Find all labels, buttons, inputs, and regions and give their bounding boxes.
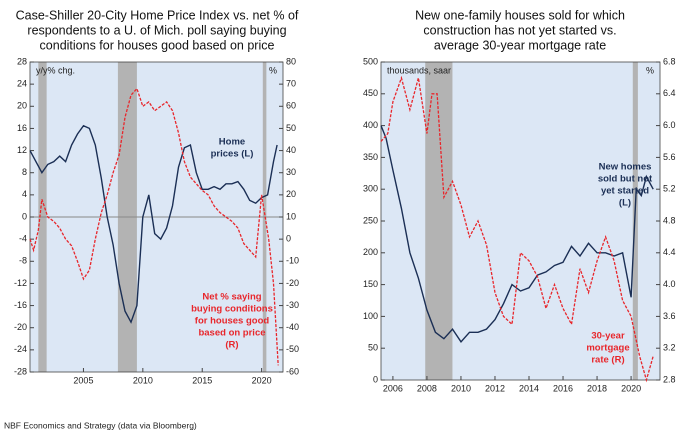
y2-tick-label: -10 — [286, 256, 299, 266]
y2-tick-label: 40 — [286, 145, 296, 155]
y-tick-label: 150 — [363, 279, 378, 289]
y2-tick-label: 10 — [286, 211, 296, 221]
y2-tick-label: -30 — [286, 300, 299, 310]
y-tick-label: 50 — [368, 343, 378, 353]
x-tick-label: 2020 — [252, 375, 272, 385]
series-annotation: for houses good — [195, 316, 270, 327]
x-tick-label: 2020 — [621, 383, 641, 393]
y2-tick-label: 3.6 — [663, 311, 676, 321]
y2-axis-label: % — [646, 65, 654, 75]
y-tick-label: 0 — [373, 374, 378, 384]
y2-tick-label: 0 — [286, 234, 291, 244]
y2-tick-label: -40 — [286, 322, 299, 332]
series-line — [380, 125, 654, 343]
x-tick-label: 2006 — [383, 383, 403, 393]
y-tick-label: -8 — [19, 256, 27, 266]
x-tick-label: 2018 — [587, 383, 607, 393]
series-annotation: prices (L) — [211, 149, 254, 160]
y-tick-label: 500 — [363, 56, 378, 66]
y-axis-label: thousands, saar — [387, 65, 451, 75]
y2-tick-label: 4.0 — [663, 279, 676, 289]
chart-title: New one-family houses sold for which — [415, 8, 625, 22]
y2-tick-label: 60 — [286, 101, 296, 111]
y2-tick-label: 4.4 — [663, 247, 676, 257]
y2-tick-label: -60 — [286, 366, 299, 376]
x-tick-label: 2008 — [417, 383, 437, 393]
series-line — [29, 87, 279, 366]
y2-tick-label: 5.2 — [663, 184, 676, 194]
x-tick-label: 2016 — [553, 383, 573, 393]
y2-tick-label: -20 — [286, 278, 299, 288]
y-tick-label: 250 — [363, 215, 378, 225]
y-tick-label: 4 — [22, 189, 27, 199]
chart-title: Case-Shiller 20-City Home Price Index vs… — [16, 8, 299, 22]
x-tick-label: 2010 — [451, 383, 471, 393]
y2-tick-label: 5.6 — [663, 152, 676, 162]
x-tick-label: 2010 — [133, 375, 153, 385]
y2-tick-label: 80 — [286, 56, 296, 66]
y2-tick-label: 70 — [286, 79, 296, 89]
y-tick-label: 300 — [363, 184, 378, 194]
y-tick-label: 400 — [363, 120, 378, 130]
y2-tick-label: 50 — [286, 123, 296, 133]
series-line — [380, 75, 654, 383]
y2-tick-label: 20 — [286, 189, 296, 199]
chart-title: respondents to a U. of Mich. poll saying… — [27, 23, 286, 37]
y2-tick-label: 6.8 — [663, 56, 676, 66]
y-tick-label: -12 — [14, 278, 27, 288]
y-axis-label: y/y% chg. — [36, 65, 75, 75]
x-tick-label: 2012 — [485, 383, 505, 393]
y2-axis-label: % — [269, 65, 277, 75]
series-annotation: (R) — [225, 340, 238, 351]
y2-tick-label: -50 — [286, 344, 299, 354]
y2-tick-label: 6.4 — [663, 88, 676, 98]
y-tick-label: 0 — [22, 211, 27, 221]
series-annotation: 30-year — [591, 331, 625, 342]
series-annotation: mortgage — [586, 343, 629, 354]
x-tick-label: 2005 — [73, 375, 93, 385]
y-tick-label: 20 — [17, 101, 27, 111]
y-tick-label: 200 — [363, 247, 378, 257]
footer: NBF Economics and Strategy (data via Blo… — [4, 420, 197, 430]
series-annotation: buying conditions — [191, 304, 273, 315]
y-tick-label: 100 — [363, 311, 378, 321]
series-annotation: sold but not — [598, 174, 653, 185]
series-annotation: based on price — [198, 328, 265, 339]
y2-tick-label: 3.2 — [663, 343, 676, 353]
y2-tick-label: 6.0 — [663, 120, 676, 130]
y-tick-label: 16 — [17, 123, 27, 133]
y-tick-label: 24 — [17, 79, 27, 89]
y-tick-label: -24 — [14, 344, 27, 354]
x-tick-label: 2015 — [192, 375, 212, 385]
chart-title: average 30-year mortgage rate — [434, 38, 606, 52]
y2-tick-label: 30 — [286, 167, 296, 177]
series-annotation: (L) — [619, 198, 631, 209]
y-tick-label: -16 — [14, 300, 27, 310]
y-tick-label: -4 — [19, 234, 27, 244]
y-tick-label: 28 — [17, 56, 27, 66]
y-tick-label: 450 — [363, 88, 378, 98]
y-tick-label: 350 — [363, 152, 378, 162]
series-line — [29, 124, 278, 324]
series-annotation: Home — [219, 137, 245, 148]
chart-title: construction has not yet started vs. — [423, 23, 616, 37]
y-tick-label: -20 — [14, 322, 27, 332]
y-tick-label: 12 — [17, 145, 27, 155]
series-annotation: yet started — [601, 186, 649, 197]
x-tick-label: 2014 — [519, 383, 539, 393]
series-annotation: rate (R) — [591, 355, 624, 366]
chart-title: conditions for houses good based on pric… — [40, 38, 275, 52]
y-tick-label: 8 — [22, 167, 27, 177]
y2-tick-label: 4.8 — [663, 215, 676, 225]
series-annotation: New homes — [599, 162, 652, 173]
series-annotation: Net % saying — [202, 292, 261, 303]
y2-tick-label: 2.8 — [663, 374, 676, 384]
y-tick-label: -28 — [14, 366, 27, 376]
